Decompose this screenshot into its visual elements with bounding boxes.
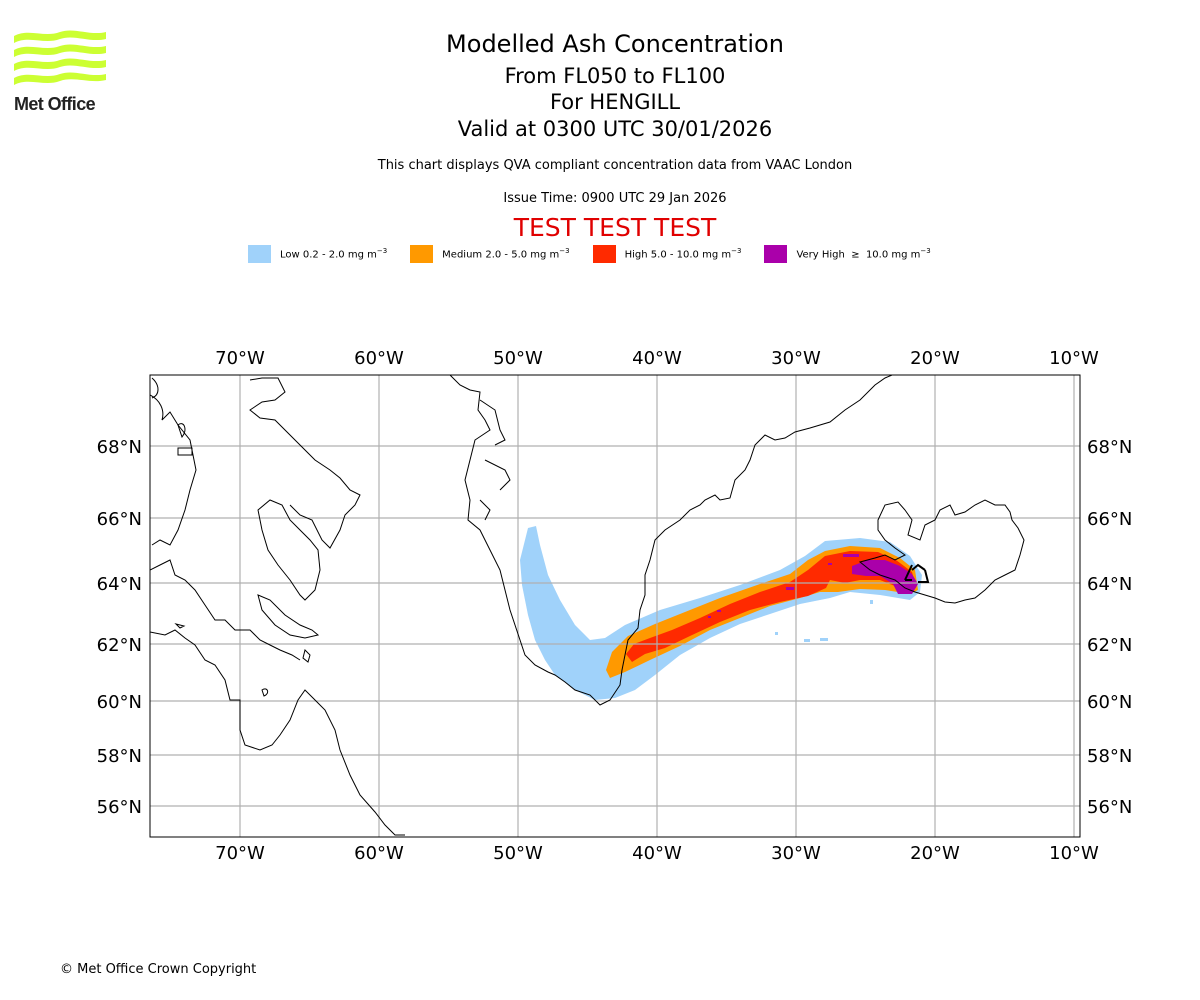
lon-tick-label: 70°W <box>215 348 265 369</box>
lon-labels-bottom: 70°W 60°W 50°W 40°W 30°W 20°W 10°W <box>215 843 1099 864</box>
map-frame <box>149 374 1081 838</box>
lat-tick-label: 60°N <box>97 692 142 713</box>
legend-item-high: High 5.0 - 10.0 mg m−3 <box>592 245 742 263</box>
lat-tick-label: 68°N <box>1087 437 1132 458</box>
lat-tick-label: 64°N <box>97 574 142 595</box>
lat-tick-label: 58°N <box>97 746 142 767</box>
flight-levels: From FL050 to FL100 <box>504 64 726 88</box>
lon-tick-label: 60°W <box>354 843 404 864</box>
logo-text: Met Office <box>14 94 96 114</box>
lat-tick-label: 58°N <box>1087 746 1132 767</box>
copyright: © Met Office Crown Copyright <box>60 962 257 977</box>
test-banner: TEST TEST TEST <box>513 213 717 242</box>
lat-tick-label: 62°N <box>97 635 142 656</box>
coastline-greenland-fjord <box>479 399 511 521</box>
legend-swatch-medium <box>410 245 434 263</box>
ash-high-region <box>626 551 916 662</box>
legend-label-medium: Medium 2.0 - 5.0 mg m−3 <box>442 247 570 261</box>
lon-tick-label: 70°W <box>215 843 265 864</box>
lat-tick-label: 62°N <box>1087 635 1132 656</box>
lon-tick-label: 50°W <box>493 348 543 369</box>
coastlines <box>150 375 1025 836</box>
coastline-islands <box>174 623 311 697</box>
lon-tick-label: 10°W <box>1049 348 1099 369</box>
legend-label-very-high: Very High ≥ 10.0 mg m−3 <box>796 247 931 261</box>
legend-label-low: Low 0.2 - 2.0 mg m−3 <box>280 247 388 261</box>
lat-tick-label: 66°N <box>1087 509 1132 530</box>
lon-tick-label: 40°W <box>632 348 682 369</box>
issue-time: Issue Time: 0900 UTC 29 Jan 2026 <box>503 191 727 206</box>
lat-labels-left: 68°N 66°N 64°N 62°N 60°N 58°N 56°N <box>97 437 142 818</box>
lat-tick-label: 56°N <box>97 797 142 818</box>
lat-labels-right: 68°N 66°N 64°N 62°N 60°N 58°N 56°N <box>1087 437 1132 818</box>
legend-label-high: High 5.0 - 10.0 mg m−3 <box>624 247 742 261</box>
lon-tick-label: 60°W <box>354 348 404 369</box>
coastline-iceland <box>858 499 1025 604</box>
lat-tick-label: 68°N <box>97 437 142 458</box>
gridlines <box>150 375 1080 837</box>
met-office-logo: Met Office <box>14 30 106 115</box>
legend-item-low: Low 0.2 - 2.0 mg m−3 <box>248 245 387 263</box>
lon-labels-top: 70°W 60°W 50°W 40°W 30°W 20°W 10°W <box>215 348 1099 369</box>
chart-title: Modelled Ash Concentration <box>446 30 784 58</box>
coastline-greenland-west <box>449 375 893 706</box>
volcano-marker <box>904 563 930 583</box>
legend-swatch-low <box>248 245 271 263</box>
lon-tick-label: 20°W <box>910 843 960 864</box>
lon-tick-label: 50°W <box>493 843 543 864</box>
lat-tick-label: 56°N <box>1087 797 1132 818</box>
coastline-baffin-south <box>257 499 321 601</box>
lat-tick-label: 64°N <box>1087 574 1132 595</box>
lat-tick-label: 66°N <box>97 509 142 530</box>
legend: Low 0.2 - 2.0 mg m−3 Medium 2.0 - 5.0 mg… <box>248 244 954 264</box>
coastline-labrador-north <box>150 559 301 661</box>
legend-swatch-high <box>592 245 616 263</box>
coastline-baffin-island <box>151 377 193 456</box>
coastline-hudson-strait <box>257 594 320 639</box>
met-office-waves-icon <box>14 30 106 85</box>
coastline-baffin <box>150 394 197 546</box>
legend-swatch-very-high <box>764 245 788 263</box>
lon-tick-label: 40°W <box>632 843 682 864</box>
legend-item-very-high: Very High ≥ 10.0 mg m−3 <box>764 245 931 263</box>
lon-tick-label: 30°W <box>771 348 821 369</box>
lon-tick-label: 10°W <box>1049 843 1099 864</box>
volcano-name: For HENGILL <box>549 90 681 114</box>
lat-tick-label: 60°N <box>1087 692 1132 713</box>
coastline-labrador <box>150 629 405 836</box>
legend-item-medium: Medium 2.0 - 5.0 mg m−3 <box>410 245 570 263</box>
lon-tick-label: 30°W <box>771 843 821 864</box>
lon-tick-label: 20°W <box>910 348 960 369</box>
valid-time: Valid at 0300 UTC 30/01/2026 <box>457 117 773 141</box>
chart-subtitle: This chart displays QVA compliant concen… <box>377 158 853 173</box>
coastline-cumberland <box>249 377 361 549</box>
